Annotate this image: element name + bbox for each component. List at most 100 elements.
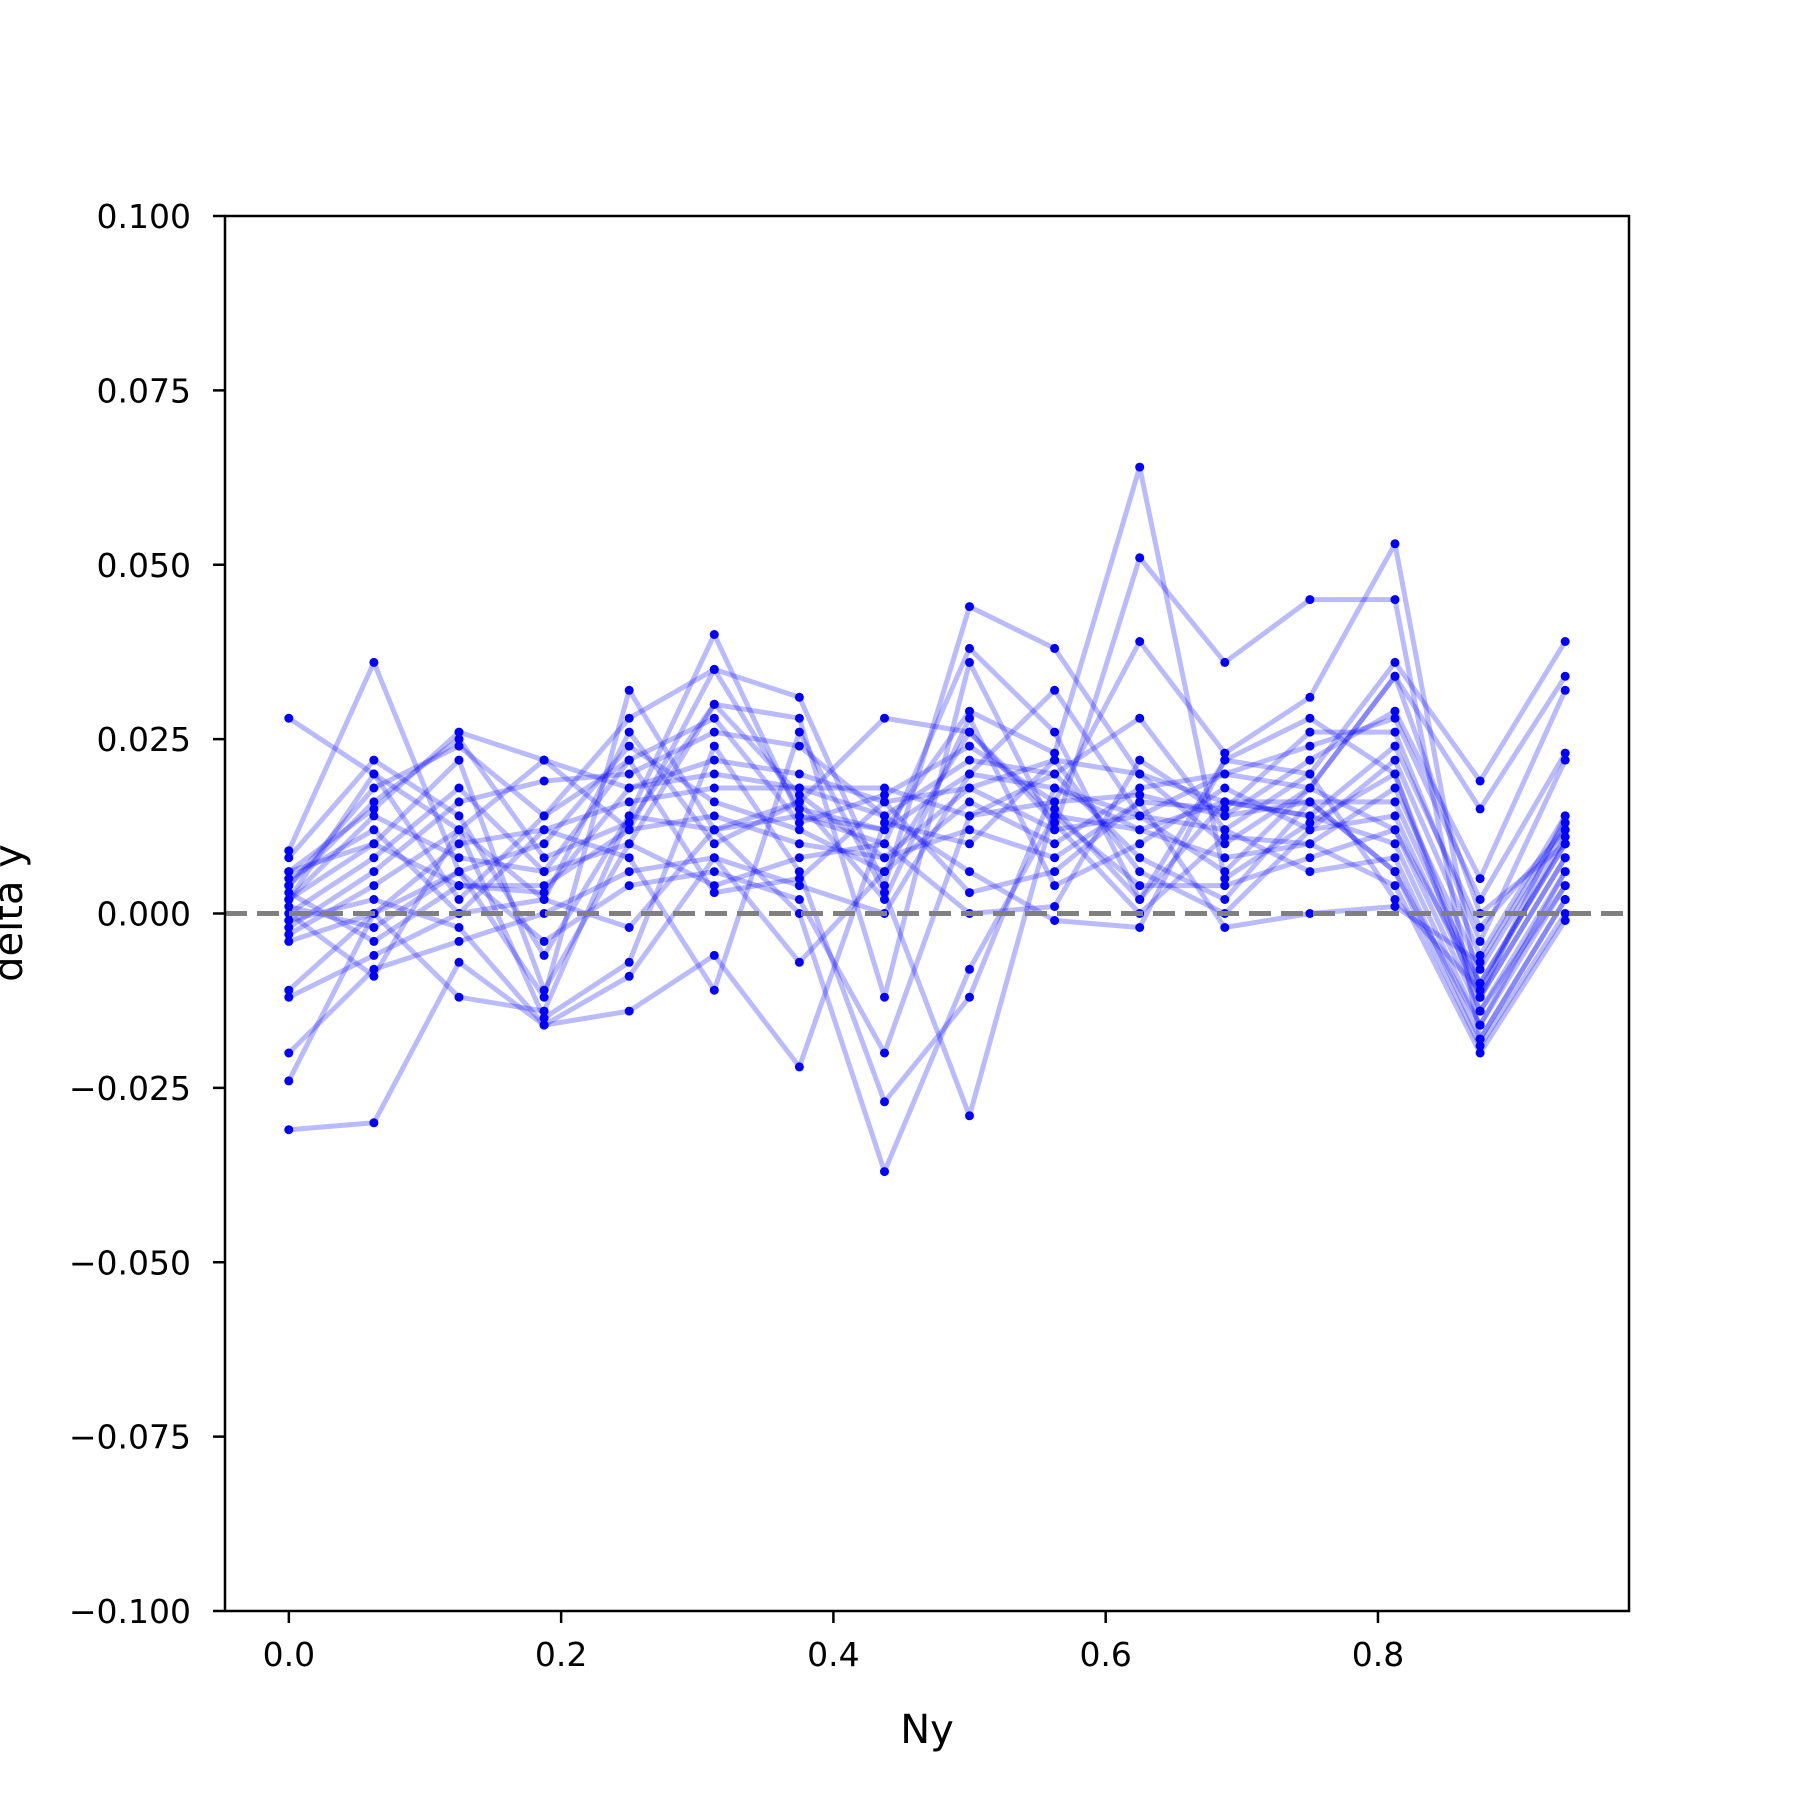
data-point	[454, 811, 464, 821]
data-point	[794, 769, 804, 779]
data-point	[709, 755, 719, 765]
data-point	[539, 936, 549, 946]
data-point	[880, 853, 889, 863]
data-point	[1390, 727, 1400, 737]
x-tick-label: 0.8	[1352, 1635, 1404, 1674]
data-point	[1390, 671, 1400, 681]
data-point	[1305, 692, 1315, 702]
data-point	[624, 755, 634, 765]
y-tick-label: 0.075	[97, 371, 191, 410]
data-point	[794, 853, 804, 863]
data-point	[454, 881, 464, 891]
data-point	[1475, 776, 1485, 786]
data-point	[454, 923, 464, 932]
data-point	[1135, 923, 1145, 932]
data-point	[369, 881, 379, 891]
data-point	[1560, 916, 1570, 925]
data-point	[1390, 595, 1400, 605]
data-point	[454, 727, 464, 737]
data-point	[1050, 881, 1060, 891]
data-point	[709, 664, 719, 674]
data-point	[965, 888, 974, 898]
data-point	[284, 992, 294, 1002]
data-point	[709, 888, 719, 898]
data-point	[709, 797, 719, 807]
data-point	[369, 811, 379, 821]
data-point	[1135, 755, 1145, 765]
series-line-5	[286, 464, 1568, 1014]
data-point	[539, 1020, 549, 1030]
data-point	[1305, 867, 1315, 877]
data-point	[1560, 895, 1570, 904]
data-point	[1475, 985, 1485, 995]
data-point	[1305, 811, 1315, 821]
series-line-13	[287, 715, 1568, 1000]
data-point	[454, 957, 464, 967]
data-point	[1475, 1020, 1485, 1030]
data-point	[284, 1076, 294, 1086]
data-point	[1135, 783, 1145, 793]
data-point	[965, 769, 974, 779]
data-point	[539, 853, 549, 863]
data-point	[965, 797, 974, 807]
data-point	[624, 713, 634, 723]
series-line-14	[287, 771, 1568, 1055]
data-point	[1050, 867, 1060, 877]
series-line-11	[288, 715, 1568, 930]
series-line-17	[287, 813, 1568, 1175]
data-point	[709, 630, 719, 639]
data-point	[1390, 867, 1400, 877]
data-point	[1305, 818, 1315, 828]
data-point	[539, 888, 549, 898]
data-point	[1135, 881, 1145, 891]
data-point	[1475, 964, 1485, 974]
data-point	[1050, 783, 1060, 793]
data-point	[624, 811, 634, 821]
data-point	[1050, 804, 1060, 814]
data-point	[624, 797, 634, 807]
data-point	[1220, 748, 1230, 758]
data-point	[880, 713, 889, 723]
data-point	[965, 867, 974, 877]
y-tick-label: −0.050	[69, 1243, 191, 1282]
data-point	[284, 888, 294, 898]
data-point	[794, 727, 804, 737]
data-point	[1560, 755, 1570, 765]
data-point	[1050, 839, 1060, 849]
data-point	[1560, 825, 1570, 835]
data-point	[1390, 539, 1400, 549]
data-point	[369, 783, 379, 793]
data-point	[1560, 867, 1570, 877]
data-point	[284, 985, 294, 995]
data-point	[1305, 727, 1315, 737]
series-layer	[284, 462, 1570, 1177]
data-point	[284, 936, 294, 946]
data-point	[1135, 797, 1145, 807]
data-point	[1390, 839, 1400, 849]
data-point	[539, 950, 549, 960]
data-point	[709, 881, 719, 891]
data-point	[1305, 769, 1315, 779]
data-point	[1475, 923, 1485, 932]
data-point	[1050, 902, 1060, 911]
data-point	[880, 895, 889, 904]
data-point	[369, 657, 379, 667]
data-point	[284, 1048, 294, 1058]
data-point	[1475, 992, 1485, 1002]
data-point	[539, 755, 549, 765]
data-point	[709, 867, 719, 877]
data-point	[1220, 804, 1230, 814]
x-tick-label: 0.6	[1079, 1635, 1131, 1674]
series-line-3	[286, 632, 1568, 1000]
data-point	[1390, 825, 1400, 835]
data-point	[1390, 783, 1400, 793]
data-point	[1305, 755, 1315, 765]
data-point	[965, 992, 974, 1002]
data-point	[624, 818, 634, 828]
data-point	[369, 804, 379, 814]
data-point	[1390, 797, 1400, 807]
data-point	[369, 853, 379, 863]
data-point	[1560, 685, 1570, 695]
data-point	[1135, 811, 1145, 821]
